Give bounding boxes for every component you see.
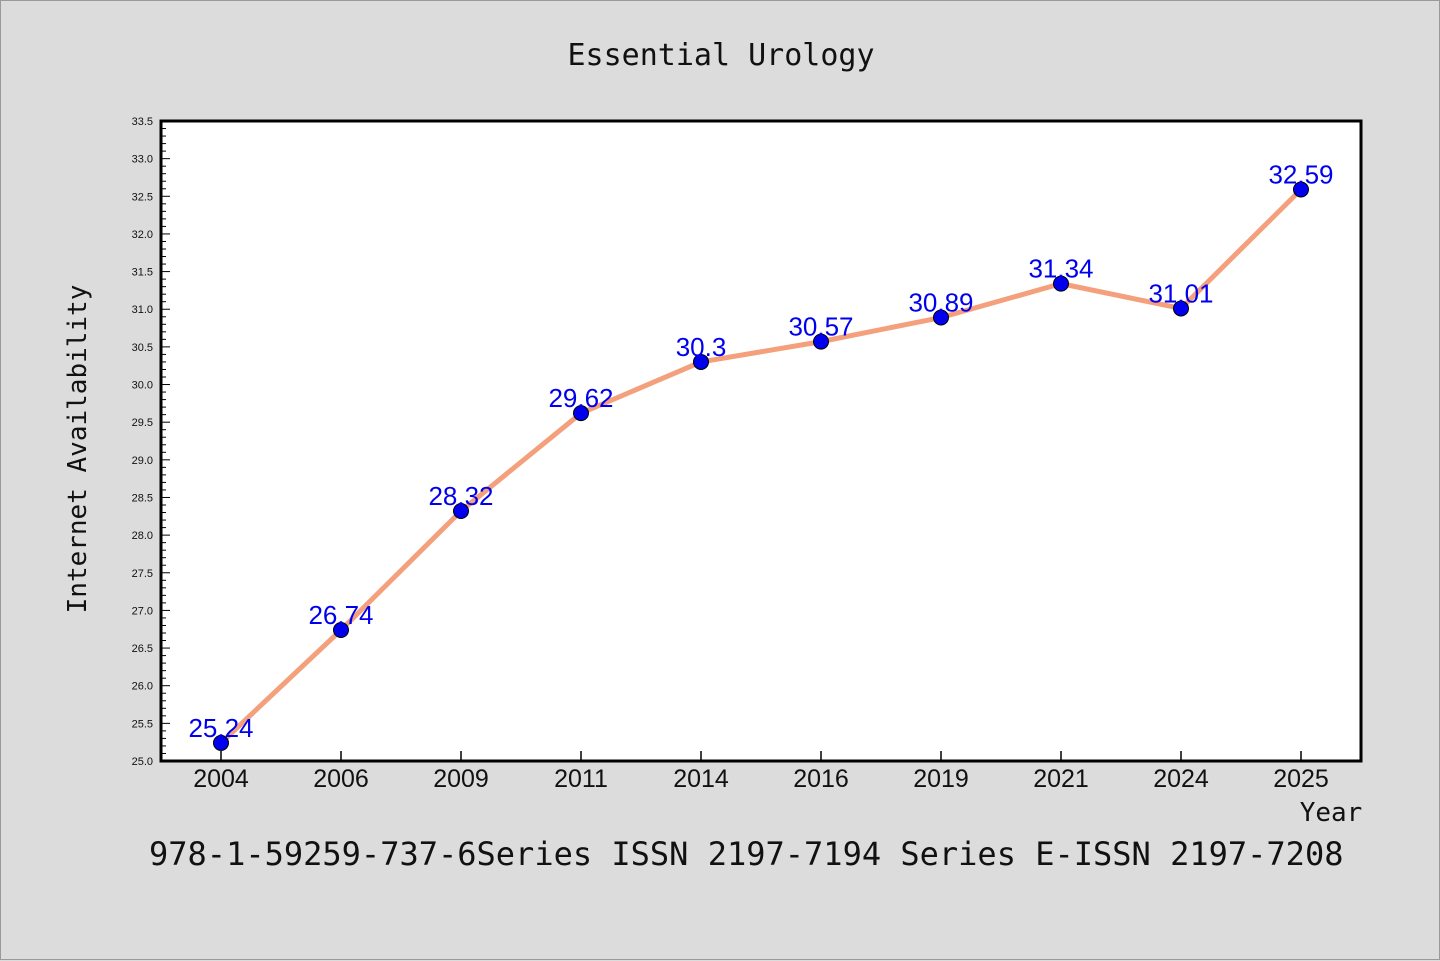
data-point	[213, 734, 229, 751]
data-label: 28.32	[428, 481, 493, 511]
y-tick-label: 31.0	[132, 304, 153, 316]
y-tick-label: 25.0	[132, 756, 153, 768]
x-tick-label: 2009	[433, 765, 489, 793]
x-tick-label: 2019	[913, 765, 969, 793]
data-point	[333, 621, 349, 638]
data-point	[1293, 181, 1309, 198]
series-line	[218, 187, 1304, 746]
data-point	[453, 503, 469, 520]
data-label: 26.74	[308, 600, 373, 630]
plot-area	[159, 119, 1363, 763]
x-tick-label: 2021	[1033, 765, 1089, 793]
y-tick-label: 29.0	[132, 455, 153, 467]
data-point	[813, 333, 829, 350]
y-tick-label: 28.0	[132, 530, 153, 542]
data-label: 31.01	[1148, 278, 1213, 308]
y-axis-ticks: 25.0 25.5 26.0 26.5 27.0 27.5 28.0 28.5 29.0 29.5…	[132, 116, 170, 768]
y-axis-title: Internet Availability	[63, 285, 93, 614]
y-tick-label: 26.5	[132, 643, 153, 655]
footer-isbn-issn: 978-1-59259-737-6Series ISSN 2197-7194 S…	[149, 835, 1343, 873]
series-layer: 25.24 26.74 28.32 29.62 30.3 30.57 30.89 31.34 3…	[188, 160, 1334, 751]
data-point	[1053, 275, 1069, 292]
y-tick-label: 30.0	[132, 380, 153, 392]
data-label: 30.3	[676, 332, 727, 362]
data-label: 30.57	[788, 312, 853, 342]
x-axis-title: Year	[1300, 798, 1363, 828]
data-label: 30.89	[908, 288, 973, 318]
x-tick-label: 2011	[554, 765, 608, 793]
y-tick-label: 32.5	[132, 191, 153, 203]
data-label: 29.62	[548, 383, 613, 413]
y-tick-label: 30.5	[132, 342, 153, 354]
x-tick-label: 2024	[1153, 765, 1209, 793]
data-point	[1173, 300, 1189, 317]
y-tick-label: 31.5	[132, 267, 153, 279]
data-label: 25.24	[188, 713, 253, 743]
y-tick-label: 32.0	[132, 229, 153, 241]
x-tick-label: 2016	[793, 765, 849, 793]
y-tick-label: 27.5	[132, 568, 153, 580]
data-label: 32.59	[1268, 160, 1333, 190]
x-tick-label: 2025	[1273, 765, 1329, 793]
data-label: 31.34	[1028, 254, 1093, 284]
data-point	[573, 405, 589, 422]
data-point	[693, 353, 709, 370]
y-tick-label: 33.0	[132, 154, 153, 166]
y-tick-label: 25.5	[132, 718, 153, 730]
data-point	[933, 309, 949, 326]
y-tick-label: 33.5	[132, 116, 153, 128]
x-tick-label: 2004	[193, 765, 249, 793]
x-tick-label: 2014	[673, 765, 729, 793]
y-tick-label: 29.5	[132, 417, 153, 429]
y-tick-label: 26.0	[132, 681, 153, 693]
x-axis-ticks: 2004 2006 2009 2011 2014 2016 2019 2021 2024 2025	[193, 751, 1329, 793]
y-tick-label: 28.5	[132, 492, 153, 504]
y-tick-label: 27.0	[132, 605, 153, 617]
x-tick-label: 2006	[313, 765, 369, 793]
chart-title: Essential Urology	[567, 38, 874, 73]
